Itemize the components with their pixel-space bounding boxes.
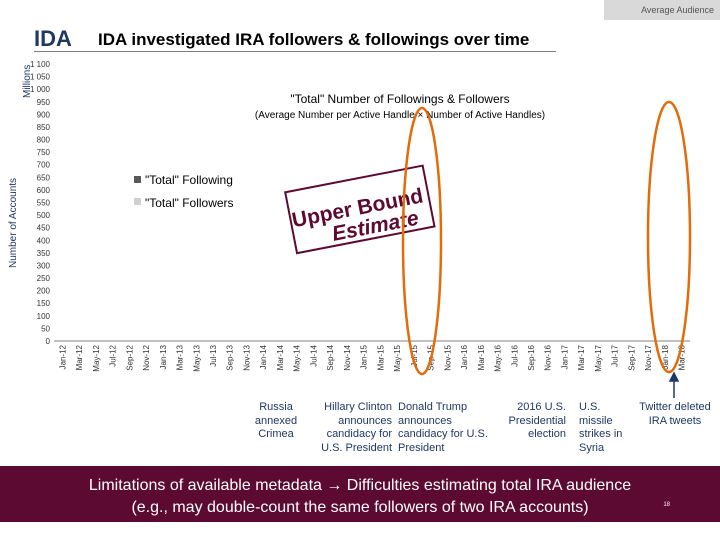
y-tick-label: 0: [46, 337, 51, 346]
x-tick-label: Jul-15: [410, 344, 419, 366]
annotation-crimea: Russia annexed Crimea: [254, 401, 298, 440]
highlight-ovals: [401, 100, 692, 376]
y-tick-label: 800: [37, 136, 51, 145]
y-tick-label: 300: [37, 261, 51, 270]
x-tick-label: Sep-14: [326, 344, 335, 370]
x-tick-label: May-13: [192, 344, 201, 371]
x-tick-label: Nov-16: [544, 344, 553, 370]
annotation-election: 2016 U.S. Presidential election: [508, 401, 566, 440]
x-ticks: Jan-12 Mar-12 May-12 Jul-12 Sep-12 Nov-12 Jan-…: [58, 344, 686, 371]
x-tick-label: Nov-15: [443, 344, 452, 370]
x-tick-label: Jan-12: [58, 344, 67, 369]
y-tick-label: 450: [37, 224, 51, 233]
highlight-oval-2: [646, 100, 692, 374]
x-tick-label: Nov-17: [644, 344, 653, 370]
x-tick-label: Mar-18: [678, 344, 687, 370]
y-tick-label: 850: [37, 123, 51, 132]
x-tick-label: Mar-17: [577, 344, 586, 370]
y-tick-label: 700: [37, 161, 51, 170]
x-tick-label: May-16: [494, 344, 503, 371]
y-tick-label: 350: [37, 249, 51, 258]
footer-line-2: (e.g., may double-count the same followe…: [131, 499, 589, 516]
y-tick-label: 1 100: [30, 60, 51, 69]
y-tick-label: 100: [37, 312, 51, 321]
slide-title: IDA investigated IRA followers & followi…: [98, 30, 530, 49]
y-tick-label: 950: [37, 98, 51, 107]
x-tick-label: Jan-18: [661, 344, 670, 369]
x-tick-label: Mar-15: [376, 344, 385, 370]
x-tick-label: Sep-12: [125, 344, 134, 370]
x-tick-label: Mar-13: [176, 344, 185, 370]
x-tick-label: Mar-14: [276, 344, 285, 370]
annotation-trump: Donald Trump announces candidacy for U.S…: [398, 401, 488, 454]
y-tick-label: 50: [41, 324, 50, 333]
legend-swatch-following: [134, 176, 141, 183]
x-tick-label: Jul-13: [209, 344, 218, 366]
footer-banner: Limitations of available metadata → Diff…: [0, 466, 720, 522]
x-tick-label: Jan-15: [360, 344, 369, 369]
y-tick-label: 900: [37, 110, 51, 119]
chart-title: "Total" Number of Followings & Followers: [290, 92, 509, 106]
x-tick-label: May-17: [594, 344, 603, 371]
x-tick-label: Nov-14: [343, 344, 352, 370]
annotation-clinton: Hillary Clinton announces candidacy for …: [321, 401, 392, 454]
legend-label-following: "Total" Following: [145, 173, 233, 187]
x-tick-label: Nov-12: [142, 344, 151, 370]
x-tick-label: Mar-12: [75, 344, 84, 370]
logo-text: IDA: [34, 27, 72, 49]
ida-logo: IDA: [34, 27, 72, 49]
y-tick-label: 250: [37, 274, 51, 283]
title-divider: [34, 51, 556, 52]
annotation-syria: U.S. missile strikes in Syria: [579, 401, 623, 454]
x-tick-label: Jul-14: [309, 344, 318, 366]
x-tick-label: Jan-16: [460, 344, 469, 369]
x-tick-label: Sep-16: [527, 344, 536, 370]
event-arrows: [668, 371, 680, 398]
x-tick-label: May-15: [393, 344, 402, 371]
y-tick-label: 600: [37, 186, 51, 195]
x-tick-label: May-12: [92, 344, 101, 371]
x-tick-label: Jan-14: [259, 344, 268, 369]
x-tick-label: Jul-12: [109, 344, 118, 366]
y-tick-label: 500: [37, 211, 51, 220]
section-tag: Average Audience: [604, 0, 720, 20]
x-tick-label: Mar-16: [477, 344, 486, 370]
y-tick-label: 1 000: [30, 85, 51, 94]
x-tick-label: Jan-17: [560, 344, 569, 369]
y-tick-label: 1 050: [30, 73, 51, 82]
x-tick-label: Jul-16: [510, 344, 519, 366]
x-tick-label: Sep-17: [627, 344, 636, 370]
x-tick-label: May-14: [293, 344, 302, 371]
footer-line-1: Limitations of available metadata → Diff…: [88, 477, 632, 494]
x-tick-label: Nov-13: [242, 344, 251, 370]
y-tick-label: 150: [37, 299, 51, 308]
highlight-oval-1: [401, 106, 443, 376]
annotation-twitter: Twitter deleted IRA tweets: [639, 401, 711, 427]
y-tick-label: 550: [37, 199, 51, 208]
x-tick-label: Jan-13: [159, 344, 168, 369]
y-tick-label: 750: [37, 148, 51, 157]
upper-bound-stamp: Upper Bound Estimate: [284, 164, 436, 255]
y-tick-label: 400: [37, 236, 51, 245]
page-number: 18: [663, 502, 670, 508]
legend-label-followers: "Total" Followers: [145, 196, 234, 210]
chart-subtitle: (Average Number per Active Handle × Numb…: [255, 110, 545, 121]
x-tick-label: Sep-13: [226, 344, 235, 370]
legend: "Total" Following "Total" Followers: [134, 173, 234, 210]
legend-swatch-followers: [134, 198, 141, 205]
y-ticks: 0 50 100 150 200 250 300 350 400 450 500 550 600 650 7…: [30, 60, 51, 346]
arrow-twitter-head: [668, 371, 680, 382]
y-tick-label: 200: [37, 287, 51, 296]
x-tick-label: Jul-17: [611, 344, 620, 366]
y-tick-label: 650: [37, 173, 51, 182]
